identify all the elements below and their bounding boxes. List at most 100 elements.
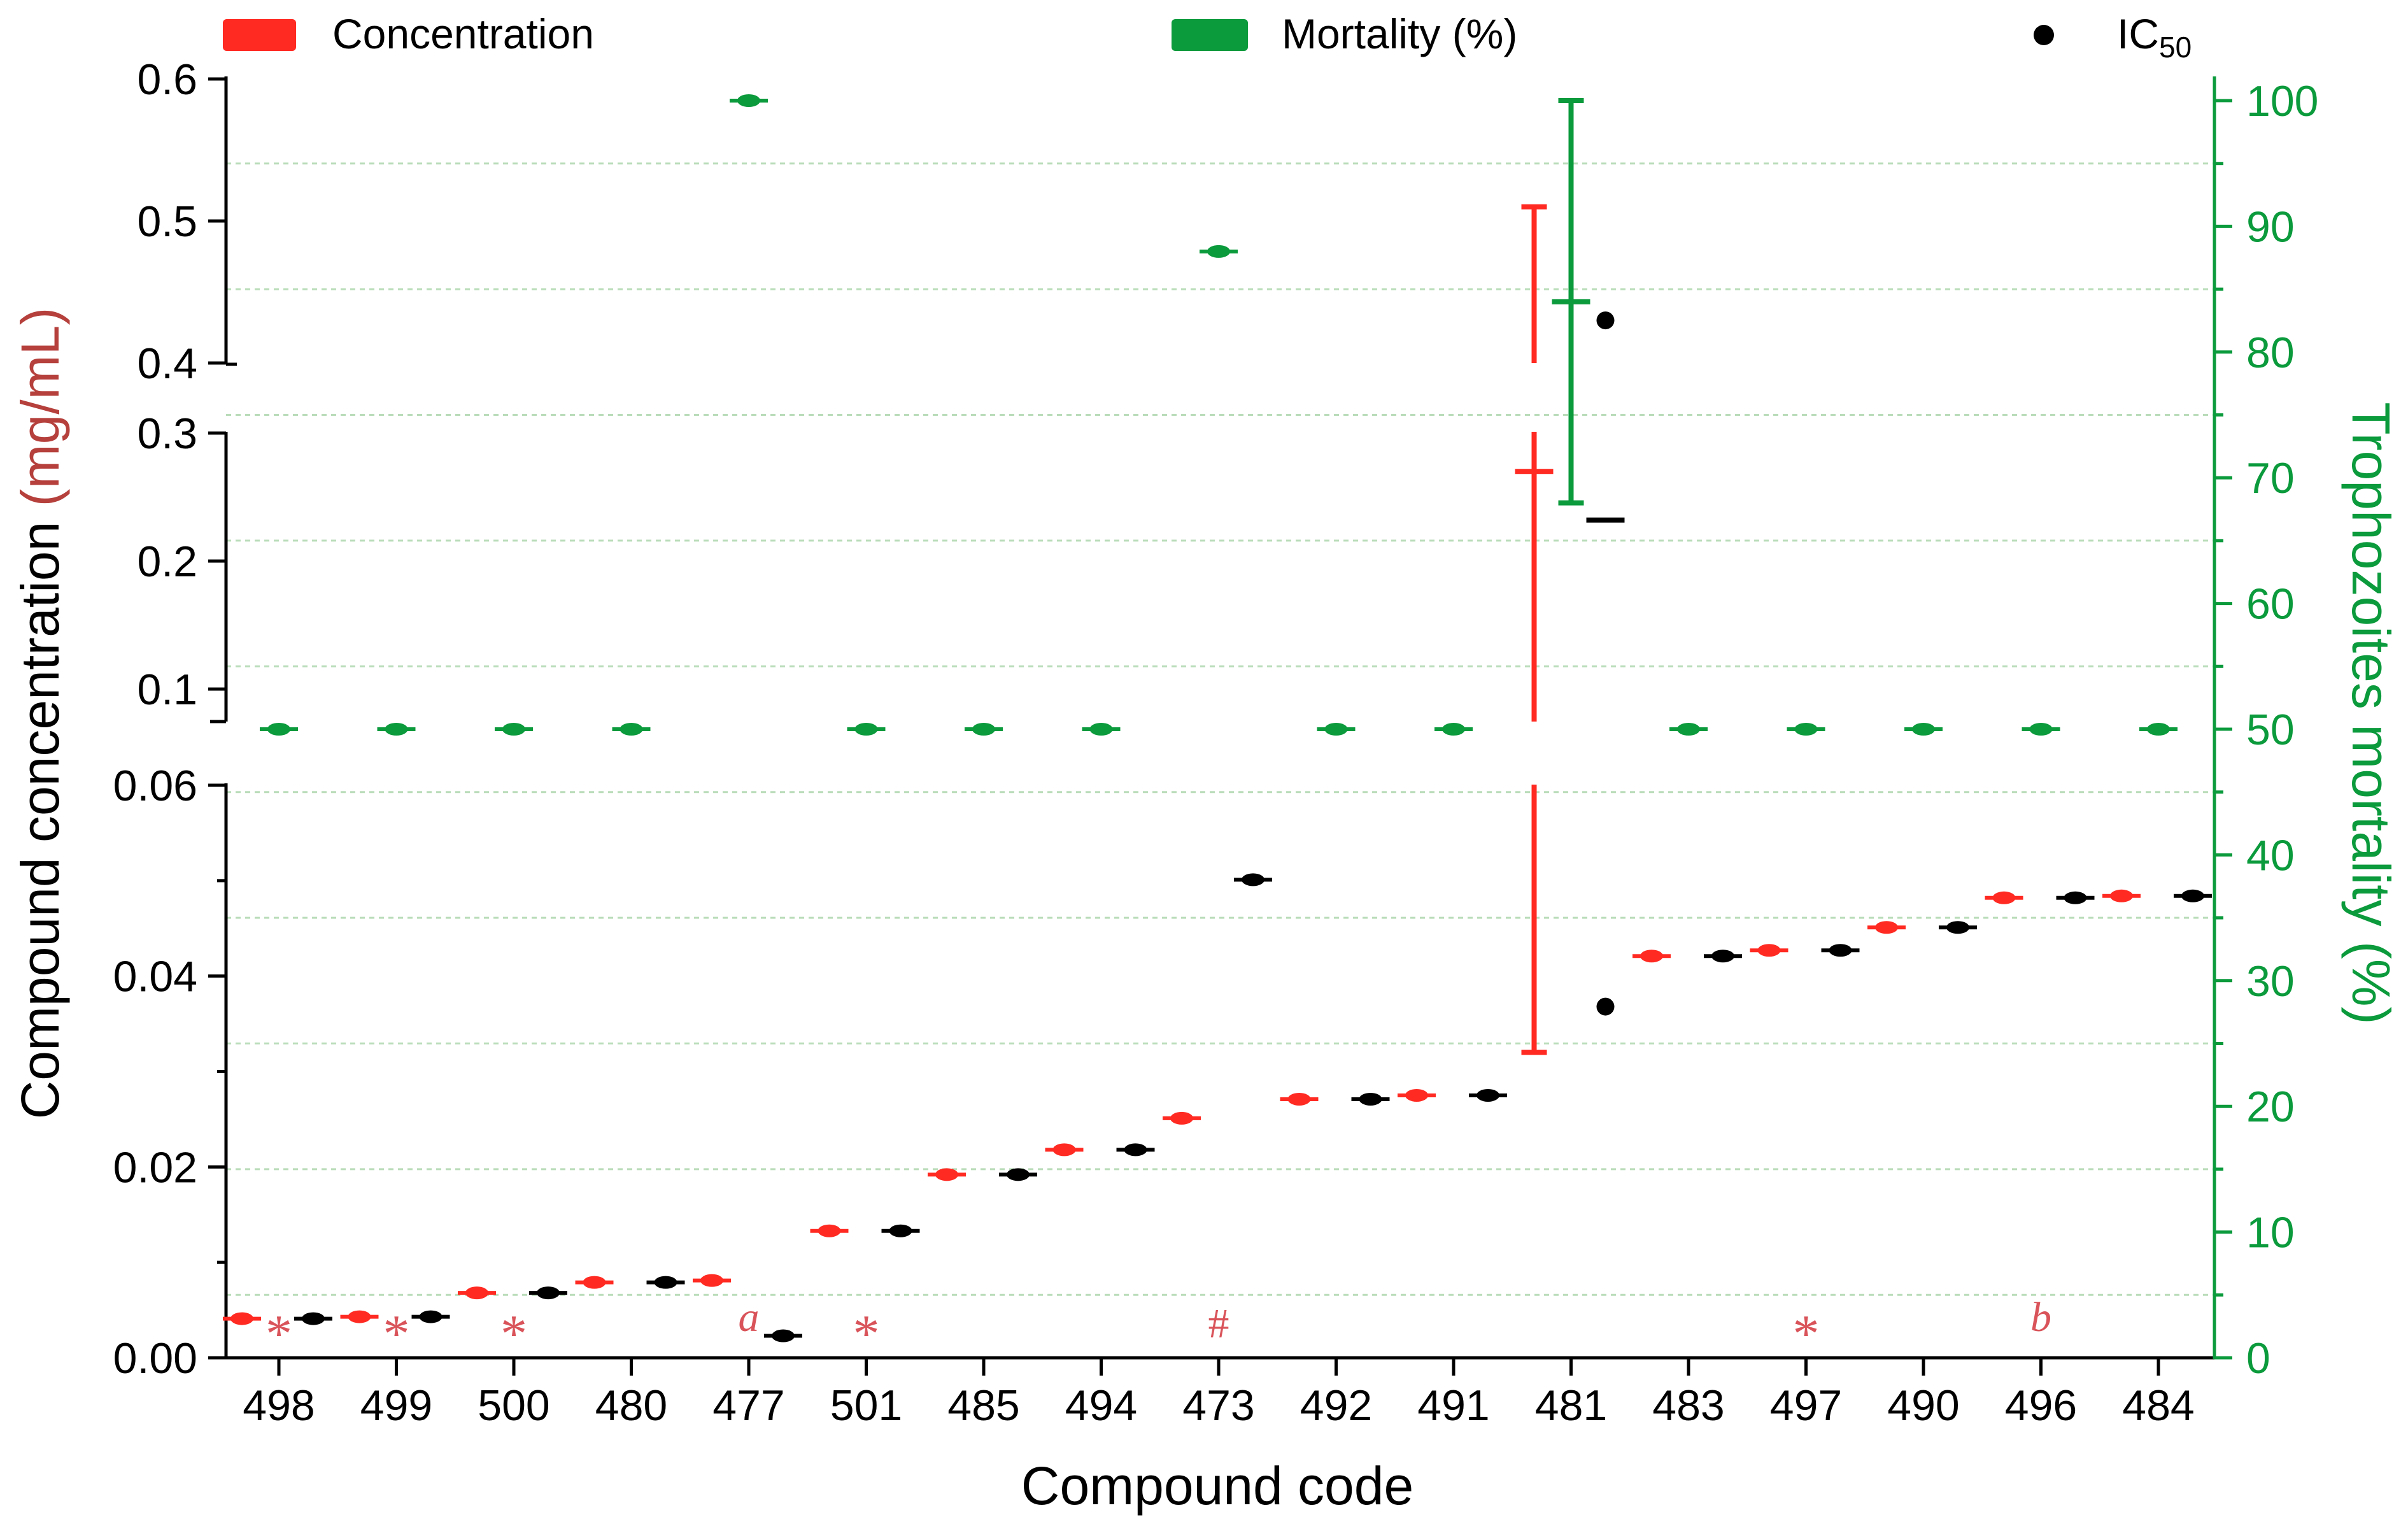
concentration-point: [1992, 891, 2016, 904]
legend-label-ic50: IC50: [2117, 10, 2192, 64]
y-left-tick-label: 0.06: [113, 762, 197, 810]
x-tick-label: 481: [1535, 1381, 1607, 1430]
concentration-point: [1287, 1092, 1311, 1106]
x-tick-label: 497: [1770, 1381, 1842, 1430]
mortality-point: [502, 723, 525, 736]
y-right-tick-label: 40: [2246, 831, 2295, 879]
ic50-point: [2181, 889, 2204, 902]
ic50-point: [889, 1224, 912, 1237]
ic50-point: [1711, 950, 1734, 963]
y-left-tick-label: 0.00: [113, 1334, 197, 1383]
ic50-point: [537, 1286, 560, 1300]
mortality-point: [1442, 723, 1465, 736]
grid-lines: [226, 162, 2214, 1296]
concentration-point: [2110, 889, 2133, 902]
y-right-tick-label: 80: [2246, 329, 2295, 377]
x-axis-label: Compound code: [1021, 1456, 1413, 1516]
data-marks: [223, 94, 2212, 1342]
x-tick-label: 501: [830, 1381, 902, 1430]
annotation-mark: #: [1208, 1300, 1229, 1347]
annotation-mark: b: [2030, 1294, 2051, 1341]
ic50-point: [302, 1312, 325, 1325]
annotations: * * * a * # * b: [266, 1294, 2051, 1364]
y-right-tick-label: 30: [2246, 957, 2295, 1006]
y-left-tick-label: 0.2: [137, 538, 197, 586]
x-tick-label: 499: [360, 1381, 432, 1430]
legend-label-concentration: Concentration: [332, 10, 594, 57]
ic50-point: [1242, 873, 1264, 887]
ic50-point: [1359, 1092, 1382, 1106]
y-left-tick-label: 0.3: [137, 409, 197, 458]
y-right-tick-label: 50: [2246, 706, 2295, 754]
concentration-point: [1405, 1088, 1428, 1102]
y-left-tick-label: 0.1: [137, 666, 197, 714]
x-tick-label: 485: [947, 1381, 1019, 1430]
x-tick-label: 473: [1182, 1381, 1254, 1430]
concentration-point: [818, 1224, 841, 1237]
y-right-tick-label: 0: [2246, 1334, 2270, 1383]
annotation-mark: *: [853, 1304, 880, 1364]
x-tick-label: 484: [2122, 1381, 2194, 1430]
x-tick-label: 480: [595, 1381, 667, 1430]
y-left-tick-label: 0.5: [137, 197, 197, 246]
mortality-point: [2029, 723, 2053, 736]
concentration-point: [935, 1168, 958, 1181]
x-tick-label: 492: [1300, 1381, 1372, 1430]
concentration-point: [348, 1310, 371, 1323]
concentration-point: [700, 1274, 723, 1287]
concentration-point: [230, 1312, 253, 1325]
mortality-point: [385, 723, 408, 736]
mortality-point: [1794, 723, 1818, 736]
mortality-point: [737, 94, 760, 107]
x-tick-label: 483: [1652, 1381, 1724, 1430]
ic50-point: [1007, 1168, 1030, 1181]
y-axis-right-label: Trophozoites mortality (%): [2341, 402, 2401, 1024]
ic50-point: [654, 1276, 677, 1289]
ic50-point: [419, 1310, 443, 1323]
ic50-point: [772, 1329, 795, 1342]
mortality-point: [1912, 723, 1935, 736]
mortality-point: [1324, 723, 1348, 736]
concentration-point: [465, 1286, 488, 1300]
y-right-tick-label: 60: [2246, 580, 2295, 629]
x-tick-label: 477: [712, 1381, 784, 1430]
y-right-tick-label: 90: [2246, 203, 2295, 251]
mortality-point: [620, 723, 643, 736]
ic50-point: [1946, 921, 1969, 934]
ic50-point: [1124, 1143, 1147, 1157]
concentration-point: [1170, 1111, 1193, 1125]
mortality-point: [1207, 245, 1230, 258]
annotation-mark: *: [266, 1304, 292, 1364]
ic50-point: [1596, 997, 1615, 1016]
axes: 0.00 0.02 0.04 0.06 0.1 0.2 0.3 0.4 0.5 0.6 498 499…: [113, 55, 2319, 1430]
ic50-point: [2064, 891, 2087, 904]
legend-swatch-mortality: [1172, 19, 1248, 51]
annotation-mark: *: [1793, 1304, 1820, 1364]
concentration-point: [583, 1276, 606, 1289]
y-left-tick-label: 0.4: [137, 339, 197, 388]
legend-label-mortality: Mortality (%): [1282, 10, 1517, 57]
x-tick-label: 490: [1887, 1381, 1959, 1430]
legend: Concentration Mortality (%) IC50: [223, 10, 2192, 64]
y-right-tick-label: 100: [2246, 77, 2318, 125]
y-left-tick-label: 0.02: [113, 1143, 197, 1192]
concentration-point: [1640, 950, 1663, 963]
concentration-point: [1875, 921, 1898, 934]
mortality-point: [1677, 723, 1700, 736]
ic50-point: [1829, 944, 1852, 957]
x-tick-label: 498: [243, 1381, 315, 1430]
x-tick-label: 496: [2005, 1381, 2077, 1430]
mortality-point: [1089, 723, 1113, 736]
y-right-tick-label: 70: [2246, 454, 2295, 502]
x-tick-label: 491: [1417, 1381, 1489, 1430]
legend-swatch-concentration: [223, 19, 296, 51]
annotation-mark: a: [739, 1294, 760, 1341]
mortality-point: [267, 723, 290, 736]
y-axis-left-label: Compound concentration (mg/mL): [10, 308, 70, 1120]
concentration-point: [1757, 944, 1781, 957]
legend-marker-ic50: [2034, 25, 2054, 45]
y-right-tick-label: 20: [2246, 1083, 2295, 1131]
annotation-mark: *: [500, 1304, 527, 1364]
y-right-tick-label: 10: [2246, 1209, 2295, 1257]
